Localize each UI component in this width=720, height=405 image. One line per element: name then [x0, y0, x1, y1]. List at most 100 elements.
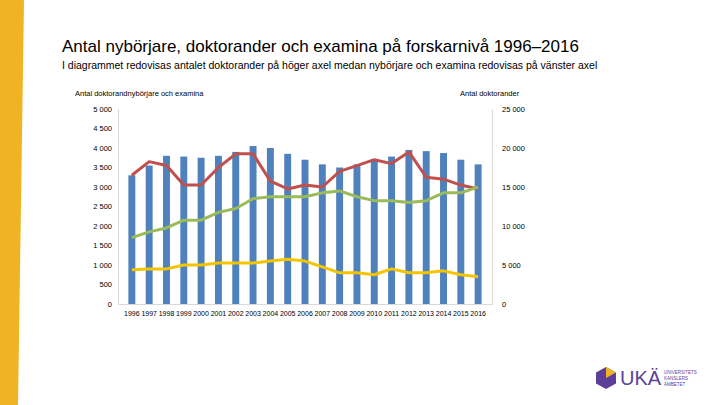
- x-tick: 2005: [280, 304, 296, 317]
- plot-marks: [128, 146, 481, 304]
- bar: [180, 157, 187, 304]
- logo: UKÄUNIVERSITETSKANSLERSÄMBETET: [596, 367, 697, 389]
- y2-axis: 0 5 000 10 000 15 000 20 000 25 000: [492, 105, 525, 309]
- bar: [198, 158, 205, 304]
- x-tick-label: 2009: [349, 310, 365, 317]
- bar: [457, 160, 464, 304]
- x-tick-label: 1997: [141, 310, 157, 317]
- x-tick: 1997: [141, 304, 157, 317]
- bar: [146, 166, 153, 304]
- logo-hex: [596, 367, 616, 389]
- x-tick-label: 2016: [470, 310, 486, 317]
- x-tick: 2016: [470, 304, 486, 317]
- x-tick: 2001: [211, 304, 227, 317]
- y-tick-label: 1 500: [93, 241, 112, 250]
- y-tick-label: 3 000: [93, 183, 112, 192]
- bar: [128, 175, 135, 304]
- y-tick: 4 000: [93, 144, 118, 153]
- decor-stripe: [0, 0, 24, 405]
- x-tick-label: 2015: [453, 310, 469, 317]
- y-tick-label: 2 500: [93, 202, 112, 211]
- x-tick: 2013: [418, 304, 434, 317]
- x-tick: 2009: [349, 304, 365, 317]
- y-tick: 2 000: [93, 222, 118, 231]
- x-tick: 2003: [245, 304, 261, 317]
- x-tick-label: 2000: [193, 310, 209, 317]
- x-tick-label: 2008: [332, 310, 348, 317]
- x-tick: 2007: [315, 304, 331, 317]
- y-axis-line: [118, 110, 119, 305]
- x-tick: 2014: [436, 304, 452, 317]
- bar: [336, 168, 343, 305]
- y2-axis-line: [492, 110, 493, 305]
- logo-text: UKÄ: [620, 367, 662, 389]
- x-tick-label: 2011: [384, 310, 399, 317]
- y-tick: 500: [99, 280, 118, 289]
- y-tick-label: 0: [108, 300, 112, 309]
- y2-tick: 10 000: [492, 222, 525, 231]
- x-tick: 2006: [297, 304, 313, 317]
- y-tick-label: 2 000: [93, 222, 112, 231]
- y-tick-label: 500: [99, 280, 112, 289]
- x-tick-label: 2004: [263, 310, 279, 317]
- x-tick-label: 2013: [418, 310, 434, 317]
- y-tick-label: 4 000: [93, 144, 112, 153]
- line: [132, 152, 478, 189]
- y2-tick-label: 15 000: [502, 183, 525, 192]
- y-tick: 3 500: [93, 163, 118, 172]
- y-tick: 0: [108, 300, 118, 309]
- x-tick-label: 2007: [315, 310, 331, 317]
- x-tick: 2012: [401, 304, 417, 317]
- x-tick-label: 1999: [176, 310, 192, 317]
- x-tick: 2015: [453, 304, 469, 317]
- y-axis-title: Antal doktorandnybörjare och examina: [75, 89, 204, 98]
- logo-line: ÄMBETET: [664, 381, 686, 387]
- bar: [267, 148, 274, 304]
- y-tick-label: 1 000: [93, 261, 112, 270]
- line: [132, 259, 478, 277]
- x-tick-label: 2014: [436, 310, 452, 317]
- y2-tick: 5 000: [492, 261, 521, 270]
- x-tick: 2000: [193, 304, 209, 317]
- bar: [250, 146, 257, 304]
- x-tick: 1996: [124, 304, 140, 317]
- y2-tick-label: 10 000: [502, 222, 525, 231]
- bar: [388, 157, 395, 304]
- logo-line: UNIVERSITETS: [664, 370, 697, 375]
- y2-tick-label: 25 000: [502, 105, 525, 114]
- x-tick: 2004: [263, 304, 279, 317]
- x-tick: 2010: [366, 304, 382, 317]
- x-tick-label: 2002: [228, 310, 244, 317]
- x-tick-label: 1998: [159, 310, 175, 317]
- y-tick-label: 4 500: [93, 124, 112, 133]
- title: Antal nybörjare, doktorander och examina…: [62, 37, 579, 56]
- bar: [215, 156, 222, 304]
- y2-tick-label: 20 000: [502, 144, 525, 153]
- y-axis: 0 500 1 000 1 500 2 000 2 500 3 000 3 500 4 000 4…: [93, 105, 118, 309]
- x-tick: 2002: [228, 304, 244, 317]
- y2-tick: 0: [492, 300, 506, 309]
- y2-tick-label: 5 000: [502, 261, 521, 270]
- bar: [405, 150, 412, 304]
- y-tick: 1 000: [93, 261, 118, 270]
- bar: [475, 164, 482, 304]
- y-tick: 5 000: [93, 105, 118, 114]
- y-tick-label: 5 000: [93, 105, 112, 114]
- y-tick: 1 500: [93, 241, 118, 250]
- logo-hex-part: [606, 367, 616, 378]
- y-tick: 3 000: [93, 183, 118, 192]
- bar: [440, 153, 447, 304]
- line: [132, 187, 478, 238]
- bar: [302, 160, 309, 304]
- y2-tick: 20 000: [492, 144, 525, 153]
- bar: [353, 164, 360, 304]
- x-tick-label: 2010: [366, 310, 382, 317]
- logo-line: KANSLERS: [664, 376, 688, 381]
- x-tick: 1999: [176, 304, 192, 317]
- x-tick-label: 2003: [245, 310, 261, 317]
- bar: [284, 154, 291, 304]
- y-tick-label: 3 500: [93, 163, 112, 172]
- y-tick: 2 500: [93, 202, 118, 211]
- x-tick: 2008: [332, 304, 348, 317]
- x-tick: 1998: [159, 304, 175, 317]
